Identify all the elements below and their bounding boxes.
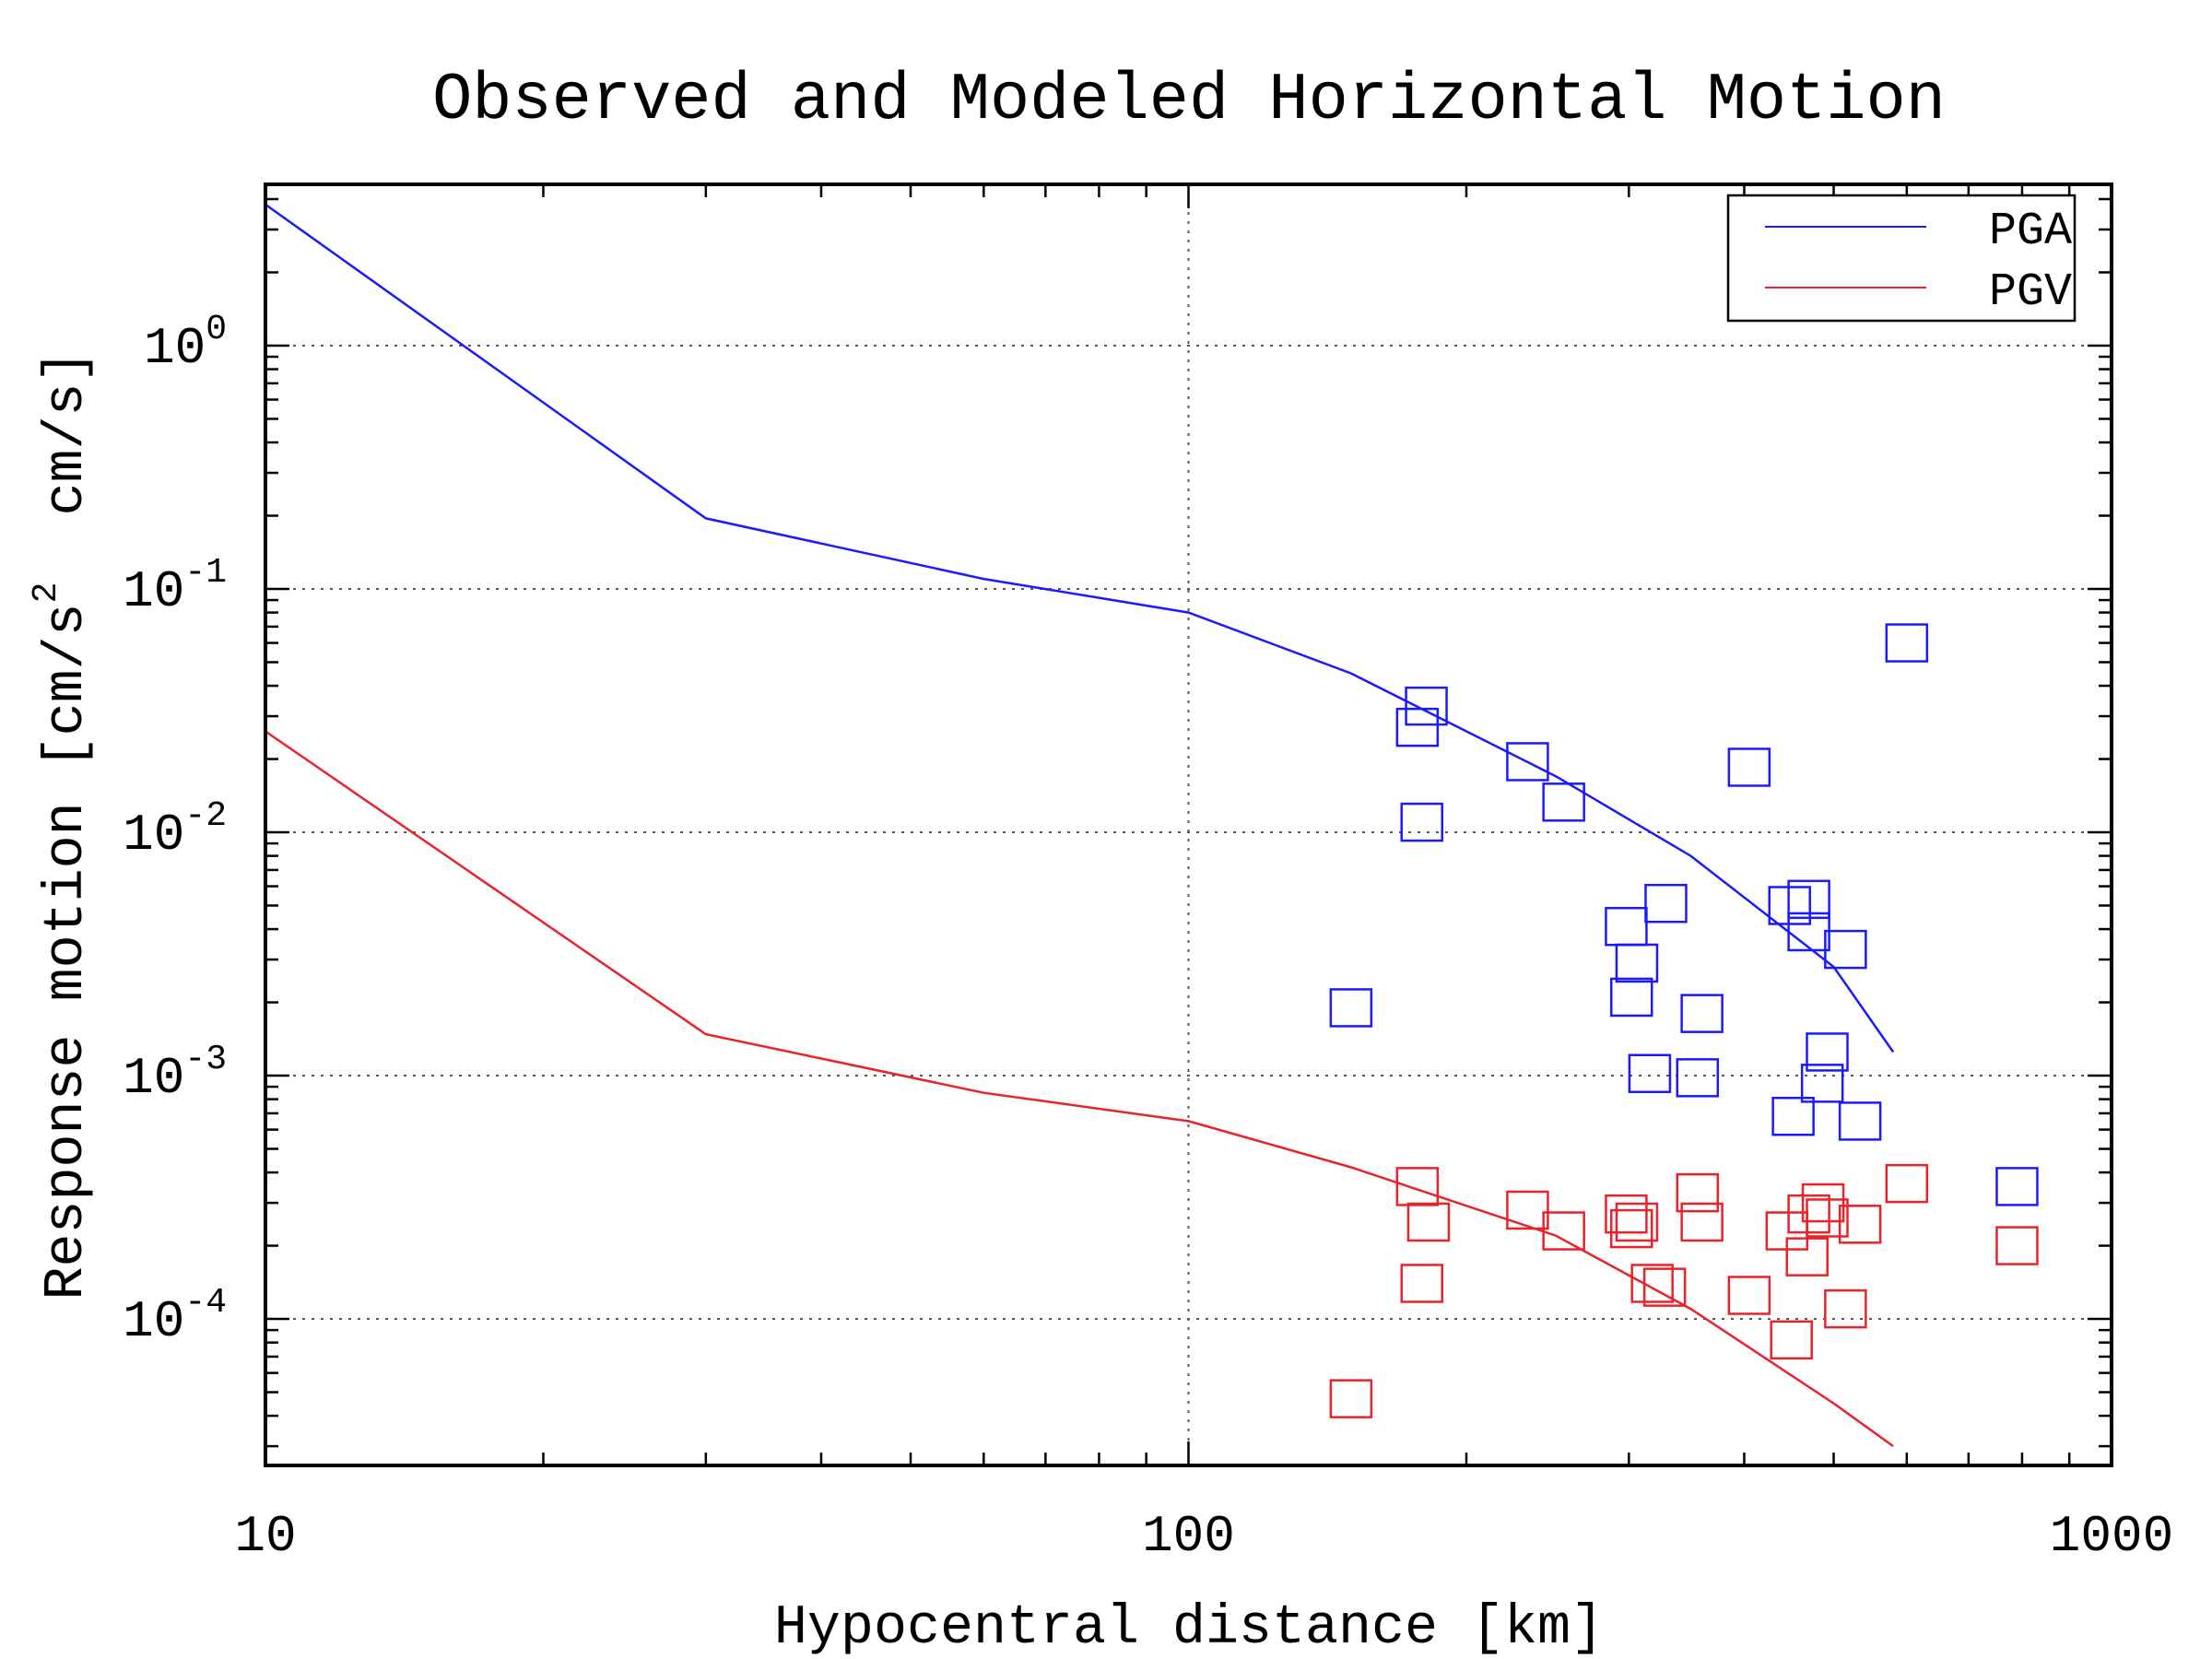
legend: PGA PGV <box>1726 194 2077 323</box>
y-axis-label-unit: cm/s] <box>36 350 99 582</box>
model-lines <box>265 203 1895 1448</box>
x-tick-label: 10 <box>234 1507 296 1566</box>
pga-observed-point <box>1400 802 1443 842</box>
pgv-observed-point <box>1642 1267 1687 1307</box>
pgv-observed-point <box>1824 1288 1867 1329</box>
pga-observed-point <box>1727 747 1771 787</box>
y-tick-label: 10-4 <box>123 1283 227 1351</box>
pga-observed-point <box>1644 883 1688 924</box>
y-tick-labels: 100 10-1 10-2 10-3 10-4 <box>123 310 227 1351</box>
pga-observed-point <box>1838 1101 1882 1141</box>
pgv-observed-point <box>1609 1208 1653 1249</box>
pga-observed-point <box>1787 879 1830 920</box>
pga-observed-point <box>1885 623 1929 663</box>
pgv-observed-point <box>1785 1237 1830 1277</box>
plot-frame <box>264 182 2113 1467</box>
pga-observed-point <box>1806 1032 1849 1072</box>
x-tick-label: 1000 <box>2050 1507 2173 1566</box>
plot-area <box>265 203 2039 1448</box>
pgv-observed-point <box>1630 1264 1674 1303</box>
pgv-observed-point <box>1395 1167 1440 1206</box>
y-tick-label: 100 <box>144 310 227 378</box>
y-tick-label: 10-2 <box>123 796 227 865</box>
pga-observed-point <box>1771 1096 1815 1136</box>
x-tick-label: 100 <box>1142 1507 1235 1566</box>
grid-lines <box>265 184 2112 1465</box>
y-axis-label-main: Response motion [cm/s <box>36 603 99 1300</box>
pga-observed-point <box>1680 994 1724 1033</box>
pgv-observed-point <box>1787 1194 1830 1234</box>
pgv-observed-point <box>1406 1202 1451 1242</box>
pgv-observed-point <box>1615 1202 1659 1242</box>
pga-observed-point <box>1615 943 1659 983</box>
x-axis-label: Hypocentral distance [km] <box>774 1597 1604 1659</box>
pga-observed-point <box>1676 1058 1720 1098</box>
pga-observed-point <box>1329 988 1373 1028</box>
legend-label-pgv: PGV <box>1989 266 2072 319</box>
pgv-observed-point <box>1770 1320 1813 1360</box>
pgv-observed-point <box>1838 1205 1882 1244</box>
pgv-observed-point <box>1806 1198 1849 1238</box>
y-tick-label: 10-1 <box>123 553 227 621</box>
pgv-observed-point <box>1400 1264 1443 1303</box>
pgv-observed-point <box>1995 1226 2039 1265</box>
pgv-observed-point <box>1542 1211 1585 1251</box>
pgv-model-line <box>265 730 1894 1448</box>
legend-box <box>1726 194 2077 323</box>
y-tick-label: 10-3 <box>123 1040 227 1108</box>
legend-label-pga: PGA <box>1989 206 2072 258</box>
pgv-observed-point <box>1676 1172 1720 1213</box>
pgv-observed-point <box>1329 1379 1373 1418</box>
pga-observed-point <box>1506 742 1549 782</box>
chart-title: Observed and Modeled Horizontal Motion <box>432 63 1946 138</box>
pga-observed-point <box>1405 686 1448 726</box>
pga-observed-point <box>1995 1167 2039 1206</box>
pgv-observed-point <box>1801 1182 1845 1223</box>
observed-points <box>1329 623 2039 1418</box>
pga-observed-point <box>1609 977 1653 1018</box>
pga-observed-point <box>1542 782 1585 822</box>
x-tick-labels: 10 100 1000 <box>234 1507 2173 1566</box>
pgv-observed-point <box>1680 1202 1724 1242</box>
minor-ticks <box>264 184 2112 1465</box>
pgv-observed-point <box>1605 1194 1648 1234</box>
pga-observed-point <box>1824 929 1867 970</box>
pga-observed-point <box>1628 1053 1672 1094</box>
pgv-observed-point <box>1727 1276 1771 1315</box>
pgv-observed-point <box>1506 1190 1549 1230</box>
pga-observed-point <box>1395 707 1440 747</box>
pga-model-line <box>265 203 1895 1053</box>
pga-observed-point <box>1800 1064 1844 1103</box>
pgv-observed-point <box>1885 1163 1929 1204</box>
y-axis-label-exponent: 2 <box>27 582 66 604</box>
y-axis-label: Response motion [cm/s2 cm/s] <box>27 350 99 1300</box>
